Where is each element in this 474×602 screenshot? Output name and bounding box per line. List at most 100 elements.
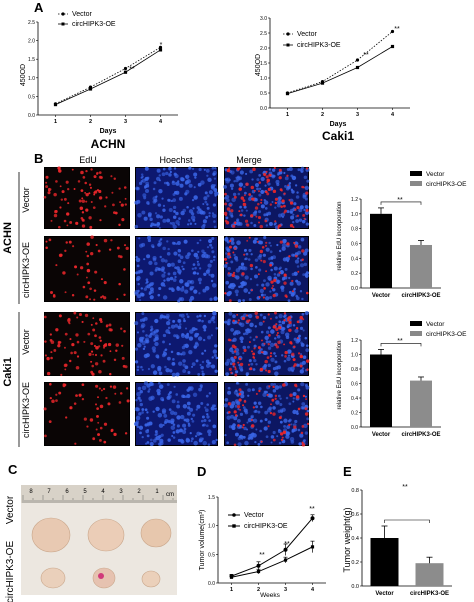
nucleus-red (227, 338, 231, 342)
nucleus-blue (281, 320, 286, 325)
nucleus-red (295, 327, 299, 330)
y-tick-label: 0.8 (351, 488, 359, 494)
nucleus-red (243, 194, 246, 197)
nucleus-blue (254, 409, 258, 413)
nucleus-blue (196, 241, 199, 245)
nucleus-blue (212, 311, 217, 316)
nucleus-blue (236, 176, 241, 181)
nucleus-red (81, 199, 86, 203)
nucleus-blue (288, 290, 292, 294)
nucleus-blue (229, 183, 234, 188)
nucleus-blue (193, 289, 198, 294)
nucleus-blue (269, 342, 275, 348)
nucleus-blue (232, 192, 237, 197)
nucleus-red (52, 293, 56, 297)
nucleus-blue (263, 236, 267, 240)
nucleus-red (62, 271, 66, 275)
y-axis-label: 450OD (20, 64, 27, 86)
nucleus-red (239, 213, 243, 217)
nucleus-blue (147, 390, 150, 393)
nucleus-blue (134, 347, 139, 351)
bar-1 (410, 244, 432, 288)
nucleus-blue (171, 361, 176, 366)
y-tick-label: 3.0 (260, 16, 267, 22)
nucleus-red (236, 313, 239, 316)
nucleus-red (289, 393, 293, 397)
nucleus-blue (263, 363, 268, 368)
nucleus-red (73, 311, 77, 315)
x-tick-label: 4 (159, 119, 163, 125)
y-tick-label: 1.0 (351, 212, 358, 218)
nucleus-red (58, 391, 62, 395)
panel-label-a: A (34, 0, 44, 15)
nucleus-blue (268, 241, 271, 245)
tumor-weight-chart: Tumor weight(g) ** 0.00.20.40.60.8Vector… (342, 484, 452, 597)
nucleus-blue (235, 351, 240, 356)
nucleus-blue (147, 212, 152, 217)
nucleus-blue (199, 432, 202, 435)
nucleus-blue (200, 180, 205, 185)
nucleus-blue (290, 215, 295, 220)
nucleus-red (95, 428, 98, 431)
nucleus-red (234, 373, 238, 377)
nucleus-blue (145, 281, 148, 285)
nucleus-blue (286, 425, 291, 429)
nucleus-blue (247, 417, 253, 423)
nucleus-blue (278, 385, 282, 389)
nucleus-blue (200, 365, 204, 370)
nucleus-blue (172, 278, 177, 282)
tumor-row-label-oe: circHIPK3-OE (5, 541, 16, 602)
ruler-number: 3 (119, 489, 123, 495)
nucleus-red (280, 205, 283, 208)
nucleus-blue (214, 344, 218, 348)
nucleus-red (57, 344, 61, 348)
nucleus-blue (211, 212, 215, 215)
nucleus-red (121, 356, 125, 360)
nucleus-blue (275, 365, 279, 370)
nucleus-red (77, 180, 81, 183)
nucleus-blue (212, 349, 218, 354)
nucleus-red (44, 354, 47, 357)
nucleus-blue (158, 226, 161, 229)
nucleus-blue (158, 188, 163, 194)
series-line-0 (231, 517, 313, 577)
nucleus-blue (242, 332, 246, 336)
nucleus-red (294, 254, 298, 258)
nucleus-blue (142, 347, 146, 351)
nucleus-blue (299, 369, 304, 374)
nucleus-blue (239, 205, 242, 209)
nucleus-red (234, 414, 238, 417)
nucleus-blue (210, 406, 215, 411)
nucleus-blue (190, 417, 193, 421)
ruler-number: 4 (101, 489, 105, 495)
nucleus-blue (196, 272, 200, 275)
nucleus-blue (260, 176, 265, 182)
nucleus-red (48, 238, 52, 242)
nucleus-blue (147, 235, 152, 240)
nucleus-red (91, 372, 94, 376)
nucleus-red (283, 312, 287, 315)
nucleus-blue (159, 314, 164, 319)
nucleus-blue (236, 240, 241, 246)
nucleus-red (279, 326, 282, 329)
nucleus-red (66, 212, 70, 216)
nucleus-blue (201, 360, 205, 364)
nucleus-blue (150, 325, 154, 329)
y-tick-label: 2.0 (260, 46, 267, 52)
nucleus-blue (139, 338, 144, 343)
nucleus-blue (172, 431, 176, 434)
nucleus-blue (231, 358, 235, 362)
nucleus-red (253, 347, 256, 350)
nucleus-red (305, 208, 309, 212)
nucleus-red (100, 389, 103, 392)
nucleus-blue (274, 371, 279, 376)
nucleus-red (266, 393, 269, 397)
nucleus-red (46, 371, 51, 376)
nucleus-red (105, 196, 108, 199)
nucleus-blue (250, 267, 253, 271)
nucleus-blue (201, 437, 205, 440)
column-header-merge: Merge (236, 155, 262, 165)
nucleus-blue (182, 208, 186, 213)
y-tick-label: 0.8 (351, 367, 358, 373)
nucleus-red (288, 199, 291, 202)
